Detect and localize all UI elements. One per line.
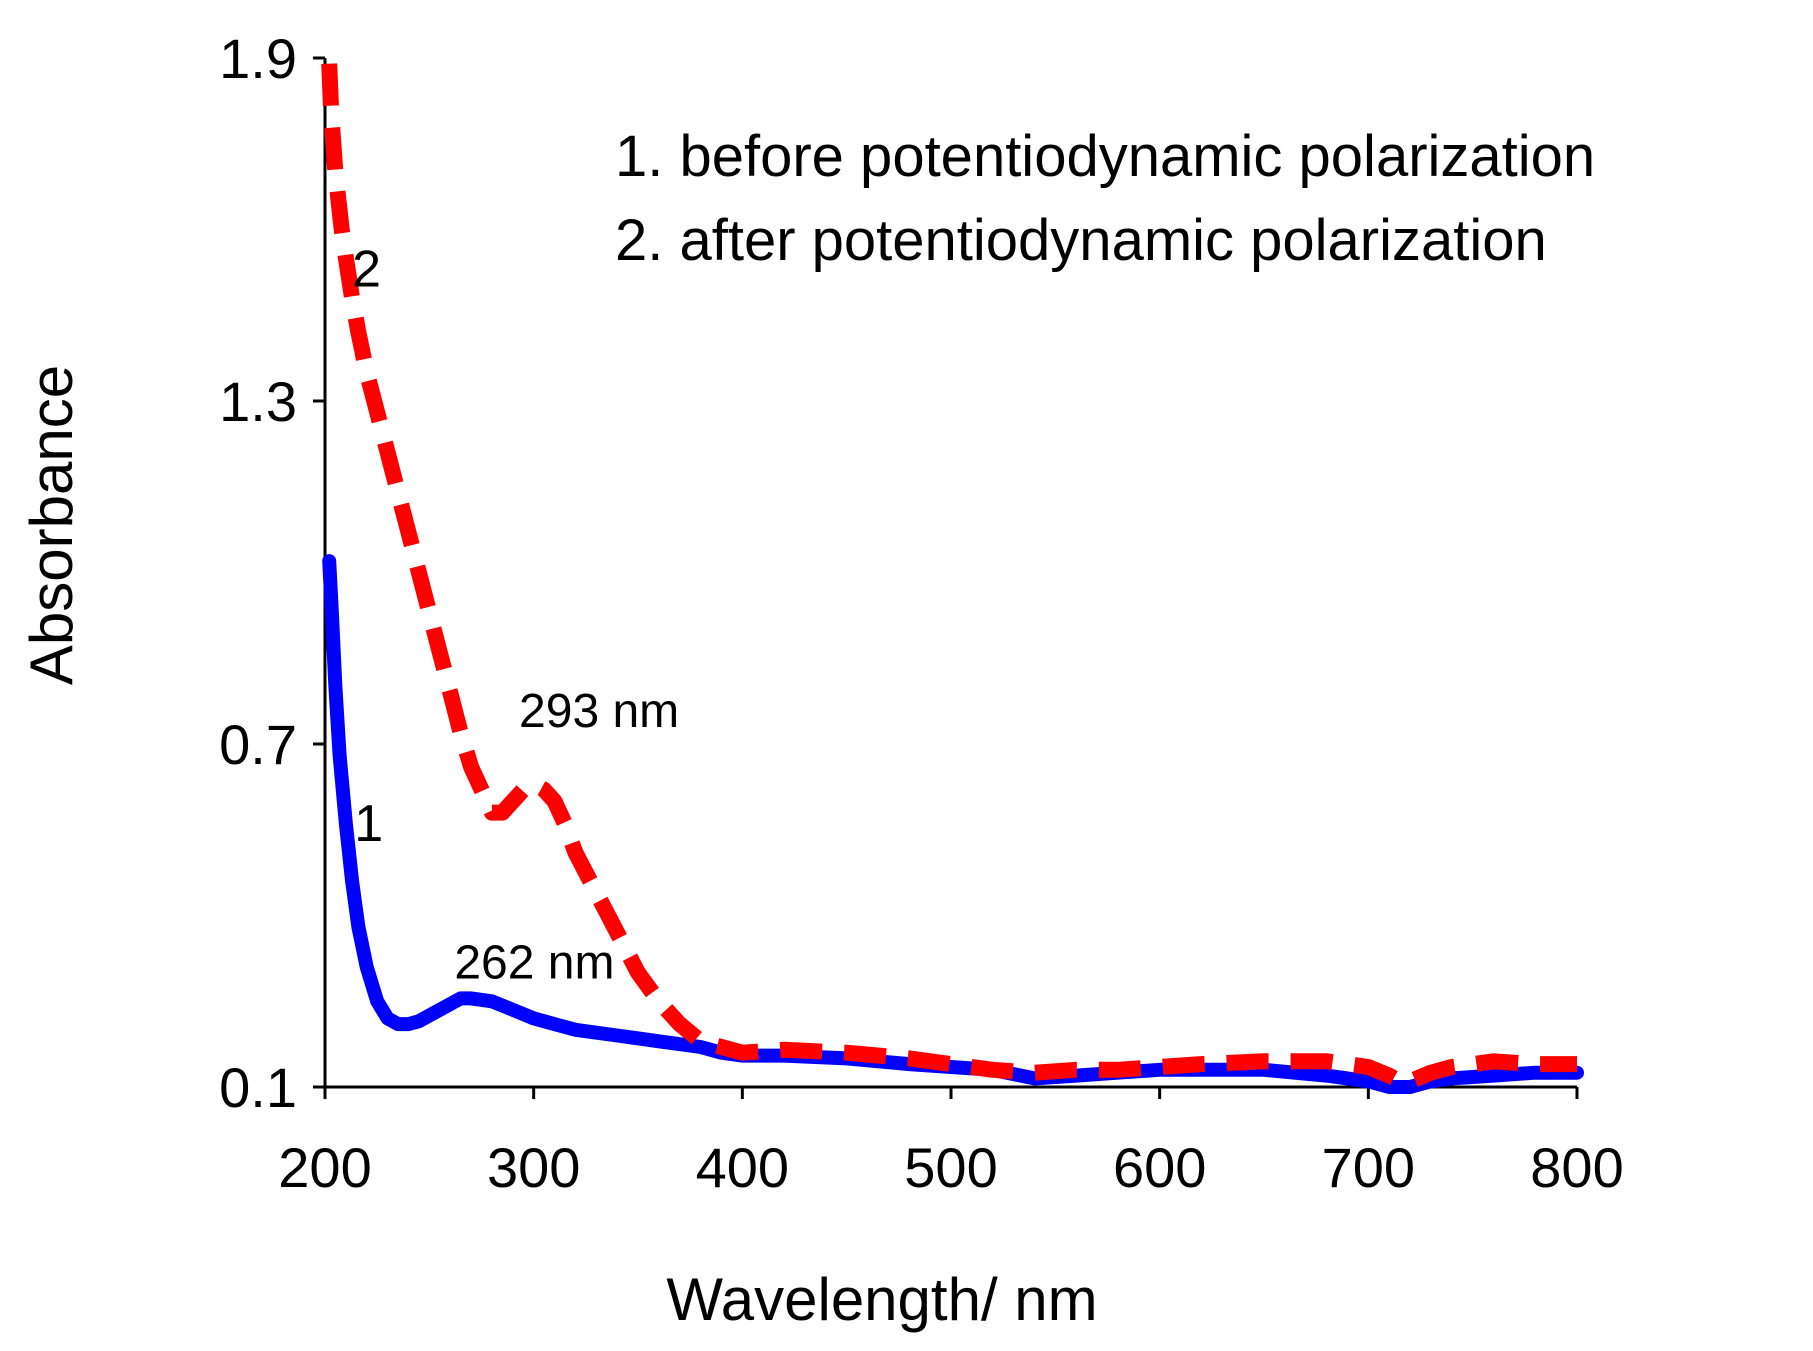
x-tick-label: 300 <box>487 1136 580 1199</box>
x-tick-label: 600 <box>1113 1136 1206 1199</box>
x-tick-label: 400 <box>696 1136 789 1199</box>
series-line-1 <box>322 554 1584 1094</box>
peak-annotation: 293 nm <box>519 685 679 738</box>
y-tick-label: 0.7 <box>219 713 297 776</box>
y-tick-label: 1.3 <box>219 370 297 433</box>
ticks: 0.1 0.7 1.3 1.9 200 300 400 500 600 700 800 <box>219 27 1624 1199</box>
y-tick-label: 0.1 <box>219 1056 297 1119</box>
x-tick-label: 200 <box>278 1136 371 1199</box>
legend-entry-1: 1. before potentiodynamic polarization <box>615 124 1595 189</box>
y-tick-label: 1.9 <box>219 27 297 90</box>
x-axis-title: Wavelength/ nm <box>666 1266 1097 1333</box>
series-line-2 <box>321 63 1577 1090</box>
x-tick-label: 800 <box>1530 1136 1623 1199</box>
curve-label: 1 <box>354 795 383 853</box>
x-tick-label: 500 <box>904 1136 997 1199</box>
y-axis-title: Absorbance <box>18 365 85 685</box>
curve-label: 2 <box>352 241 381 299</box>
series <box>321 63 1584 1094</box>
x-tick-label: 700 <box>1322 1136 1415 1199</box>
legend-entry-2: 2. after potentiodynamic polarization <box>615 208 1547 273</box>
labels: Absorbance Wavelength/ nm 1. before pote… <box>18 124 1595 1333</box>
peak-annotation: 262 nm <box>454 936 614 989</box>
